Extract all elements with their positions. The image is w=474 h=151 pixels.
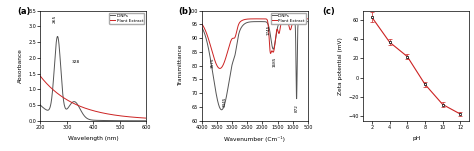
Plant Extract bbox=[99, 112, 105, 114]
Text: 3575: 3575 bbox=[210, 58, 214, 68]
Text: 872: 872 bbox=[295, 104, 299, 112]
IONPs bbox=[37, 104, 43, 106]
X-axis label: Wavelength (nm): Wavelength (nm) bbox=[68, 135, 119, 141]
Line: Plant Extract: Plant Extract bbox=[201, 19, 308, 68]
Plant Extract bbox=[144, 117, 149, 119]
IONPs bbox=[302, 21, 308, 22]
Y-axis label: Absorbance: Absorbance bbox=[18, 48, 23, 83]
X-axis label: Wavenumber (Cm⁻¹): Wavenumber (Cm⁻¹) bbox=[224, 135, 285, 141]
IONPs bbox=[55, 35, 60, 37]
Line: Plant Extract: Plant Extract bbox=[40, 76, 146, 118]
Plant Extract bbox=[217, 67, 223, 69]
Plant Extract bbox=[302, 18, 308, 20]
IONPs bbox=[219, 109, 224, 111]
IONPs bbox=[144, 120, 149, 122]
Plant Extract bbox=[204, 34, 210, 36]
Plant Extract bbox=[44, 83, 50, 85]
Plant Extract bbox=[129, 116, 135, 118]
IONPs bbox=[99, 120, 105, 121]
IONPs bbox=[302, 21, 308, 22]
Text: 265: 265 bbox=[53, 14, 57, 23]
Text: 1685: 1685 bbox=[273, 56, 276, 67]
Plant Extract bbox=[118, 115, 124, 117]
Plant Extract bbox=[283, 18, 288, 20]
Text: 328: 328 bbox=[72, 59, 80, 64]
Y-axis label: Transmittance: Transmittance bbox=[178, 45, 182, 86]
Plant Extract bbox=[199, 23, 204, 25]
IONPs bbox=[105, 120, 111, 122]
Text: (a): (a) bbox=[17, 7, 30, 16]
Y-axis label: Zeta potential (mV): Zeta potential (mV) bbox=[338, 37, 343, 95]
Plant Extract bbox=[248, 18, 254, 20]
IONPs bbox=[283, 21, 288, 22]
Text: (c): (c) bbox=[323, 7, 336, 16]
Plant Extract bbox=[305, 18, 311, 20]
Text: (b): (b) bbox=[178, 7, 192, 16]
Text: 1745: 1745 bbox=[267, 25, 271, 35]
IONPs bbox=[305, 21, 311, 22]
IONPs bbox=[298, 21, 304, 22]
IONPs bbox=[199, 26, 204, 28]
Plant Extract bbox=[102, 112, 108, 114]
Plant Extract bbox=[37, 75, 43, 77]
Plant Extract bbox=[105, 113, 111, 115]
Text: 3345: 3345 bbox=[222, 96, 227, 107]
Legend: IONPs, Plant Extract: IONPs, Plant Extract bbox=[271, 13, 306, 24]
Legend: IONPs, Plant Extract: IONPs, Plant Extract bbox=[109, 13, 145, 24]
Line: IONPs: IONPs bbox=[201, 22, 308, 110]
IONPs bbox=[102, 120, 108, 121]
Line: IONPs: IONPs bbox=[40, 36, 146, 121]
IONPs bbox=[118, 120, 124, 122]
IONPs bbox=[129, 120, 135, 122]
Plant Extract bbox=[300, 18, 306, 20]
Plant Extract bbox=[251, 18, 256, 20]
Plant Extract bbox=[302, 18, 308, 20]
IONPs bbox=[44, 109, 50, 111]
IONPs bbox=[204, 41, 210, 43]
IONPs bbox=[251, 21, 256, 23]
IONPs bbox=[248, 21, 254, 23]
X-axis label: pH: pH bbox=[412, 135, 420, 141]
